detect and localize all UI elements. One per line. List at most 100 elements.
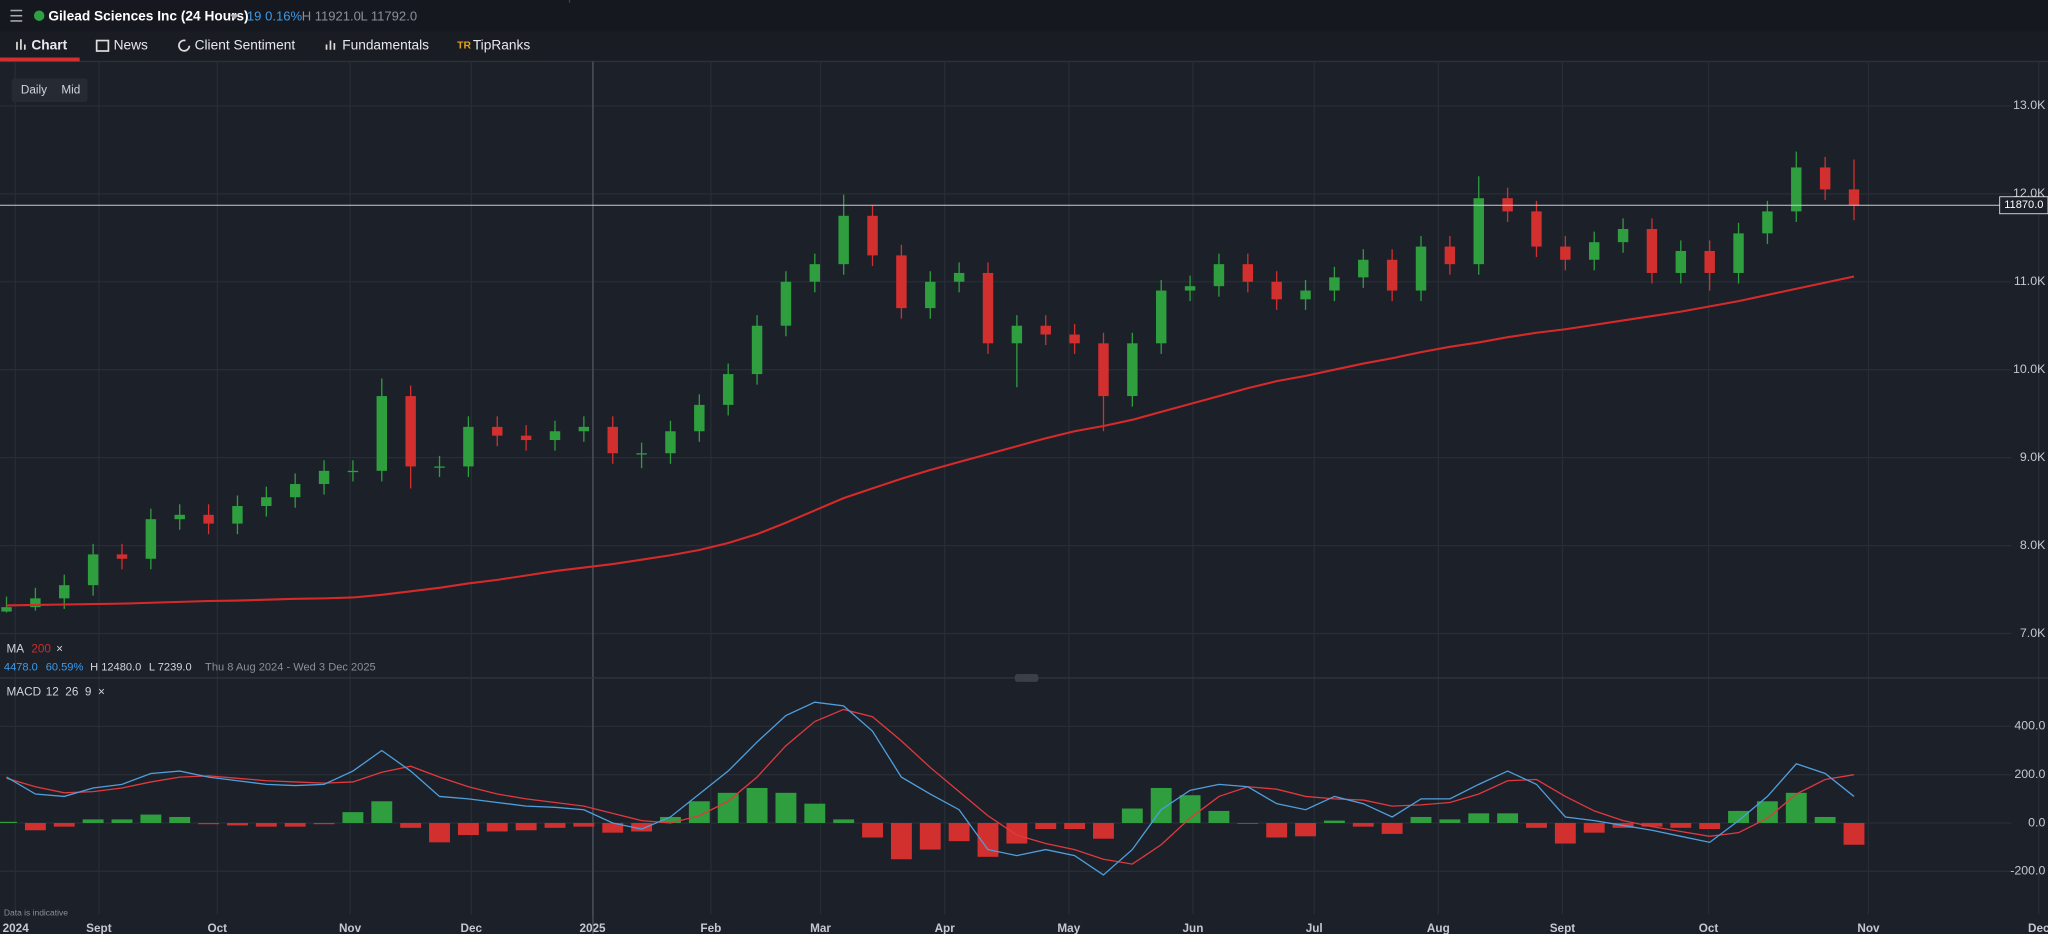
histogram-bar bbox=[255, 823, 277, 827]
histogram-bar bbox=[573, 823, 595, 827]
candle-body bbox=[347, 470, 359, 473]
y-tick-label: 0.0 bbox=[2028, 815, 2045, 829]
dropdown-arrow[interactable] bbox=[229, 14, 240, 20]
histogram-bar bbox=[1064, 823, 1086, 830]
interval-box bbox=[11, 78, 88, 102]
candle-body bbox=[434, 466, 445, 468]
candle-body bbox=[318, 470, 330, 485]
macd-param: 12 bbox=[46, 685, 59, 698]
price-type-button[interactable]: Mid bbox=[61, 83, 80, 96]
y-tick-label: 10.0K bbox=[2013, 362, 2046, 376]
histogram-bar bbox=[1352, 823, 1374, 827]
candle-body bbox=[232, 506, 243, 524]
x-tick-label: Feb bbox=[700, 922, 721, 934]
x-tick-label: Nov bbox=[1857, 922, 1880, 934]
histogram-bar bbox=[833, 819, 855, 824]
day-low: L 11792.0 bbox=[360, 8, 417, 23]
plot-area: 2024SeptOctNovDec2025FebMarAprMayJunJulA… bbox=[0, 61, 2048, 934]
histogram-bar bbox=[1179, 795, 1201, 824]
candle-body bbox=[1560, 246, 1571, 260]
candle-body bbox=[636, 453, 647, 455]
candle-body bbox=[549, 431, 561, 441]
candle-body bbox=[30, 598, 41, 608]
x-tick-label: 2024 bbox=[3, 922, 30, 934]
candle-body bbox=[1358, 259, 1369, 278]
tab[interactable]: Fundamentals bbox=[342, 37, 429, 52]
candle-body bbox=[751, 325, 763, 375]
resize-handle[interactable] bbox=[1014, 674, 1039, 682]
candle-body bbox=[376, 396, 388, 471]
x-tick-label: Oct bbox=[1699, 922, 1719, 934]
histogram-bar bbox=[1381, 823, 1403, 834]
price-change-pct: 0.16% bbox=[265, 8, 302, 23]
x-tick-label: Apr bbox=[935, 922, 956, 934]
x-tick-label: Oct bbox=[207, 922, 227, 934]
candle-body bbox=[145, 519, 157, 559]
candle-body bbox=[1675, 250, 1687, 273]
x-tick-label: Jun bbox=[1183, 922, 1204, 934]
close-icon[interactable]: × bbox=[98, 685, 105, 698]
histogram-bar bbox=[948, 823, 970, 842]
status-dot bbox=[33, 10, 45, 21]
range-change-pct: 60.59% bbox=[46, 661, 84, 673]
histogram-bar bbox=[1323, 820, 1345, 824]
candle-body bbox=[1040, 325, 1051, 335]
x-tick-label: Sept bbox=[1550, 922, 1576, 934]
x-tick-label: Dec bbox=[461, 922, 483, 934]
histogram-bar bbox=[313, 823, 335, 825]
histogram-bar bbox=[890, 823, 912, 860]
candle-body bbox=[1531, 211, 1542, 247]
interval-button[interactable]: Daily bbox=[21, 83, 47, 96]
histogram-bar bbox=[804, 803, 826, 824]
close-icon[interactable]: × bbox=[56, 642, 63, 655]
candle-body bbox=[722, 374, 734, 405]
histogram-bar bbox=[1554, 823, 1576, 844]
candle-body bbox=[694, 404, 705, 432]
histogram-bar bbox=[1670, 823, 1692, 828]
candle-body bbox=[1127, 343, 1138, 397]
candle-body bbox=[1762, 211, 1773, 234]
tab[interactable]: News bbox=[114, 37, 148, 52]
macd-line bbox=[6, 701, 1855, 876]
candle-body bbox=[925, 281, 936, 309]
ma-period: 200 bbox=[31, 642, 51, 655]
candle-body bbox=[1473, 198, 1484, 265]
histogram-bar bbox=[0, 821, 17, 824]
menu-icon[interactable] bbox=[10, 9, 23, 22]
tab[interactable]: TipRanks bbox=[473, 37, 531, 52]
histogram-bar bbox=[1641, 823, 1663, 827]
histogram-bar bbox=[1150, 787, 1172, 824]
candle-body bbox=[87, 554, 99, 586]
candle-body bbox=[607, 426, 618, 454]
y-tick-label: 400.0 bbox=[2014, 719, 2045, 733]
instrument-name[interactable]: Gilead Sciences Inc (24 Hours) bbox=[48, 9, 248, 24]
histogram-bar bbox=[660, 816, 681, 824]
price-change: 19 bbox=[247, 8, 262, 23]
candle-body bbox=[1617, 228, 1629, 243]
histogram-bar bbox=[977, 823, 999, 857]
x-tick-label: Mar bbox=[810, 922, 831, 934]
candle-body bbox=[463, 426, 474, 467]
histogram-bar bbox=[198, 823, 220, 825]
candle-body bbox=[203, 514, 214, 524]
candle-body bbox=[1444, 246, 1456, 265]
histogram-bar bbox=[544, 823, 566, 828]
histogram-bar bbox=[1526, 823, 1547, 828]
candle-body bbox=[1704, 250, 1715, 273]
tab[interactable]: Client Sentiment bbox=[195, 37, 296, 52]
histogram-bar bbox=[1006, 823, 1028, 844]
candle-body bbox=[59, 585, 70, 599]
histogram-bar bbox=[746, 787, 768, 824]
histogram-bar bbox=[140, 814, 162, 824]
histogram-bar bbox=[1468, 813, 1490, 824]
candle-body bbox=[665, 431, 676, 454]
tab[interactable]: Chart bbox=[31, 37, 67, 52]
candle-body bbox=[867, 215, 878, 256]
macd-title: MACD bbox=[7, 685, 42, 698]
range-period: Thu 8 Aug 2024 - Wed 3 Dec 2025 bbox=[205, 661, 376, 673]
candle-body bbox=[1733, 233, 1744, 273]
x-tick-label: Nov bbox=[339, 922, 362, 934]
